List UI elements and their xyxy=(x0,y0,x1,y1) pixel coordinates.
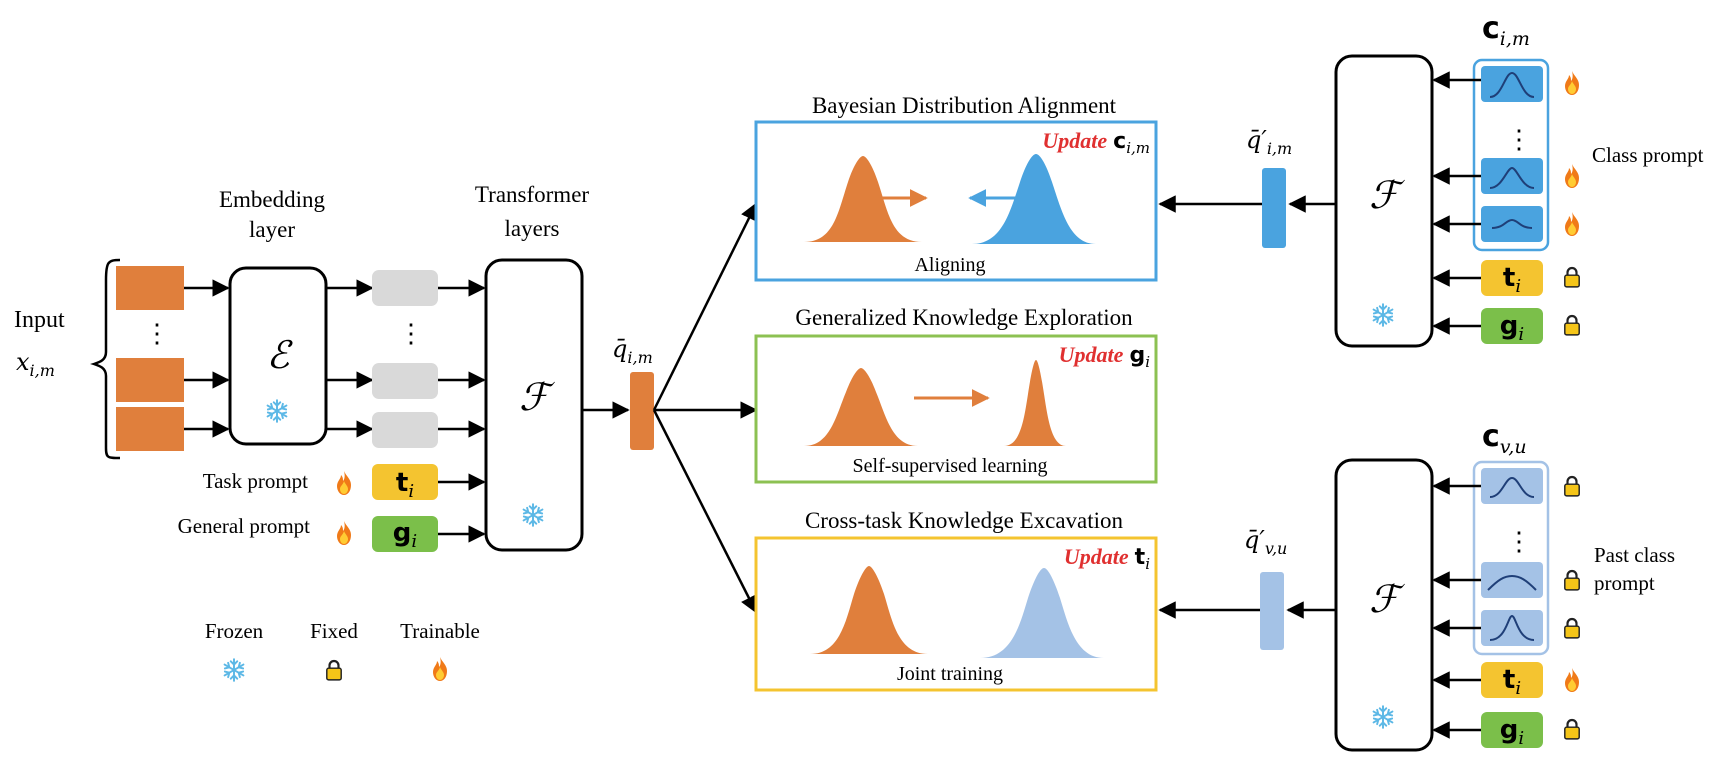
transformer-title: Transformer xyxy=(475,182,589,207)
token xyxy=(372,412,438,448)
vdots: ⋮ xyxy=(398,319,424,348)
orange-distribution xyxy=(810,566,928,654)
top-transformer-box xyxy=(1334,54,1434,348)
past-class-prompt-token xyxy=(1481,468,1543,504)
task-prompt-token xyxy=(372,464,438,500)
task-prompt-symbol: ti xyxy=(396,468,414,502)
legend-fixed-label: Fixed xyxy=(310,619,358,643)
input-label: Input xyxy=(14,307,65,333)
snowflake-icon xyxy=(223,658,245,682)
blue-distribution xyxy=(972,154,1096,244)
task-prompt-token xyxy=(1481,260,1543,296)
bottom-query-token xyxy=(1260,572,1284,650)
orange-distribution xyxy=(804,156,922,242)
input-patch xyxy=(116,358,184,402)
lock-icon xyxy=(1563,266,1581,289)
general-prompt-symbol: gi xyxy=(393,518,417,552)
arrow xyxy=(652,409,758,614)
transformer-title-2: layers xyxy=(505,216,560,241)
input-symbol: xi,m xyxy=(16,348,55,380)
general-prompt-token xyxy=(372,516,438,552)
past-class-prompt-label: Past class xyxy=(1594,543,1675,567)
lock-icon xyxy=(325,659,343,682)
legend-trainable-label: Trainable xyxy=(400,619,480,643)
transformer-box xyxy=(484,258,584,552)
class-prompt-token xyxy=(1481,206,1543,242)
general-prompt-symbol: gi xyxy=(1500,715,1524,749)
past-class-prompt-label-2: prompt xyxy=(1594,571,1655,595)
task-prompt-symbol: ti xyxy=(1503,263,1521,297)
lock-icon xyxy=(1563,718,1581,741)
bottom-class-prompt-symbol: cv,u xyxy=(1482,419,1527,458)
vdots: ⋮ xyxy=(1506,527,1532,556)
lock-icon xyxy=(1563,475,1581,498)
bottom-class-prompt-group xyxy=(1472,460,1550,656)
token xyxy=(372,270,438,306)
general-prompt-symbol: gi xyxy=(1500,311,1524,345)
query-symbol: q̄i,m xyxy=(612,335,653,367)
bottom-query-symbol: q̄′v,u xyxy=(1244,526,1287,558)
bayes-title: Bayesian Distribution Alignment xyxy=(812,93,1117,118)
vdots: ⋮ xyxy=(1506,125,1532,154)
flame-icon xyxy=(337,471,351,495)
input-patch xyxy=(116,266,184,310)
embedding-symbol: ℰ xyxy=(266,333,293,377)
lock-icon xyxy=(1563,617,1581,640)
flame-icon xyxy=(433,657,447,681)
cross-caption: Joint training xyxy=(897,663,1003,685)
arrow xyxy=(652,202,758,411)
flame-icon xyxy=(1565,668,1579,692)
bayes-panel xyxy=(754,120,1158,282)
top-query-symbol: q̄′i,m xyxy=(1246,126,1292,158)
input-patch xyxy=(116,407,184,451)
general-panel xyxy=(754,334,1158,484)
orange-distribution-narrow xyxy=(1004,360,1066,446)
query-token xyxy=(630,372,654,450)
general-title: Generalized Knowledge Exploration xyxy=(795,305,1133,330)
task-prompt-symbol: ti xyxy=(1503,665,1521,699)
embedding-layer-box xyxy=(228,266,328,446)
distribution-curve xyxy=(1487,574,1537,591)
legend-frozen-label: Frozen xyxy=(205,619,264,643)
light-blue-distribution xyxy=(980,568,1104,658)
top-query-token xyxy=(1262,168,1286,248)
bayes-update: Update ci,m xyxy=(1042,128,1150,157)
orange-distribution xyxy=(804,368,918,446)
flame-icon xyxy=(1565,164,1579,188)
class-prompt-label: Class prompt xyxy=(1592,143,1704,167)
top-class-prompt-symbol: ci,m xyxy=(1482,11,1530,50)
distribution-curve xyxy=(1489,614,1535,641)
general-prompt-label: General prompt xyxy=(178,514,311,538)
embedding-title: Embedding xyxy=(219,187,326,212)
lock-icon xyxy=(1563,569,1581,592)
bottom-transformer-box xyxy=(1334,458,1434,752)
general-caption: Self-supervised learning xyxy=(853,455,1048,477)
general-update: Update gi xyxy=(1059,342,1151,371)
bayes-caption: Aligning xyxy=(914,254,985,276)
cross-title: Cross-task Knowledge Excavation xyxy=(805,508,1124,533)
token xyxy=(372,363,438,399)
input-brace xyxy=(90,258,121,460)
flame-icon xyxy=(1565,212,1579,236)
cross-panel xyxy=(754,536,1158,692)
flame-icon xyxy=(1565,71,1579,95)
top-class-prompt-group xyxy=(1472,58,1550,252)
general-prompt-token xyxy=(1481,308,1543,344)
general-prompt-token xyxy=(1481,712,1543,748)
distribution-curve xyxy=(1489,476,1535,498)
distribution-curve xyxy=(1489,71,1535,98)
task-prompt-label: Task prompt xyxy=(203,469,308,493)
flame-icon xyxy=(337,521,351,545)
past-class-prompt-token xyxy=(1481,610,1543,646)
embedding-title-2: layer xyxy=(249,217,295,242)
distribution-curve xyxy=(1489,166,1535,189)
cross-update: Update ti xyxy=(1064,544,1150,573)
vdots: ⋮ xyxy=(144,319,170,348)
lock-icon xyxy=(1563,314,1581,337)
distribution-curve xyxy=(1491,218,1533,229)
past-class-prompt-token xyxy=(1481,562,1543,598)
task-prompt-token xyxy=(1481,662,1543,698)
